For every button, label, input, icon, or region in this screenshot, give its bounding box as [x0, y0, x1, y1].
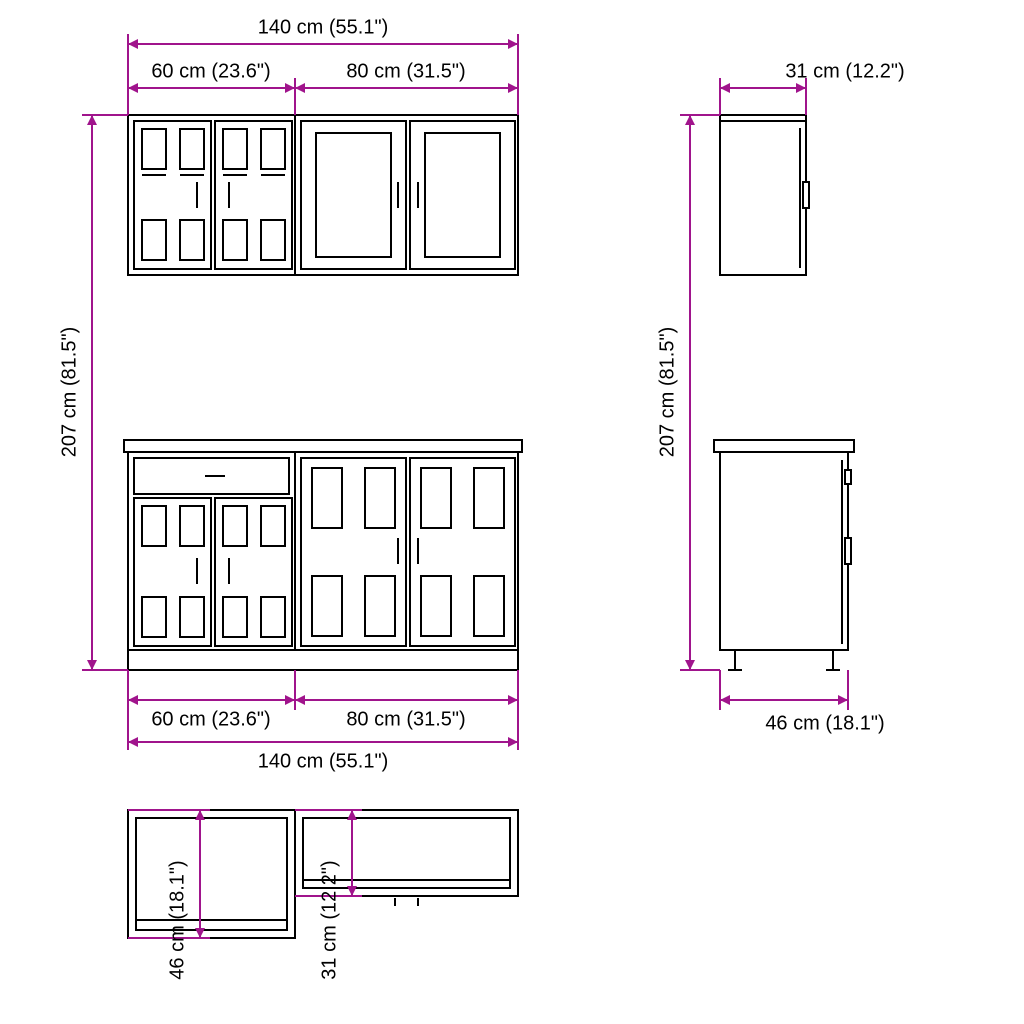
label-80-bot: 80 cm (31.5")	[346, 708, 465, 730]
label-140-bot: 140 cm (55.1")	[258, 750, 389, 772]
label-31-side: 31 cm (12.2")	[785, 60, 904, 82]
label-46-top: 46 cm (18.1")	[166, 860, 188, 979]
top-view: 46 cm (18.1") 31 cm (12.2")	[128, 810, 518, 980]
label-207-front: 207 cm (81.5")	[58, 327, 80, 458]
side-view: 31 cm (12.2") 46 cm (18.1") 207 cm (81.5…	[656, 60, 904, 734]
dim-top-60: 60 cm (23.6")	[128, 60, 295, 115]
dim-side-31: 31 cm (12.2")	[720, 60, 905, 115]
lower-cabinets	[124, 440, 522, 670]
dim-top-80: 80 cm (31.5")	[295, 60, 518, 93]
label-60-top: 60 cm (23.6")	[151, 60, 270, 82]
dim-height-207-side: 207 cm (81.5")	[656, 115, 720, 670]
label-207-side: 207 cm (81.5")	[656, 327, 678, 458]
dim-height-207-front: 207 cm (81.5")	[58, 115, 128, 670]
upper-cabinets	[128, 115, 518, 275]
label-140-top: 140 cm (55.1")	[258, 16, 389, 38]
front-view: 140 cm (55.1") 60 cm (23.6") 80 cm (31.5…	[58, 16, 522, 772]
label-31-top: 31 cm (12.2")	[318, 860, 340, 979]
label-60-bot: 60 cm (23.6")	[151, 708, 270, 730]
label-80-top: 80 cm (31.5")	[346, 60, 465, 82]
dim-bot-80: 80 cm (31.5")	[295, 695, 518, 730]
label-46-side: 46 cm (18.1")	[765, 712, 884, 734]
dim-side-46: 46 cm (18.1")	[720, 670, 885, 734]
dim-bot-140: 140 cm (55.1")	[128, 737, 518, 772]
